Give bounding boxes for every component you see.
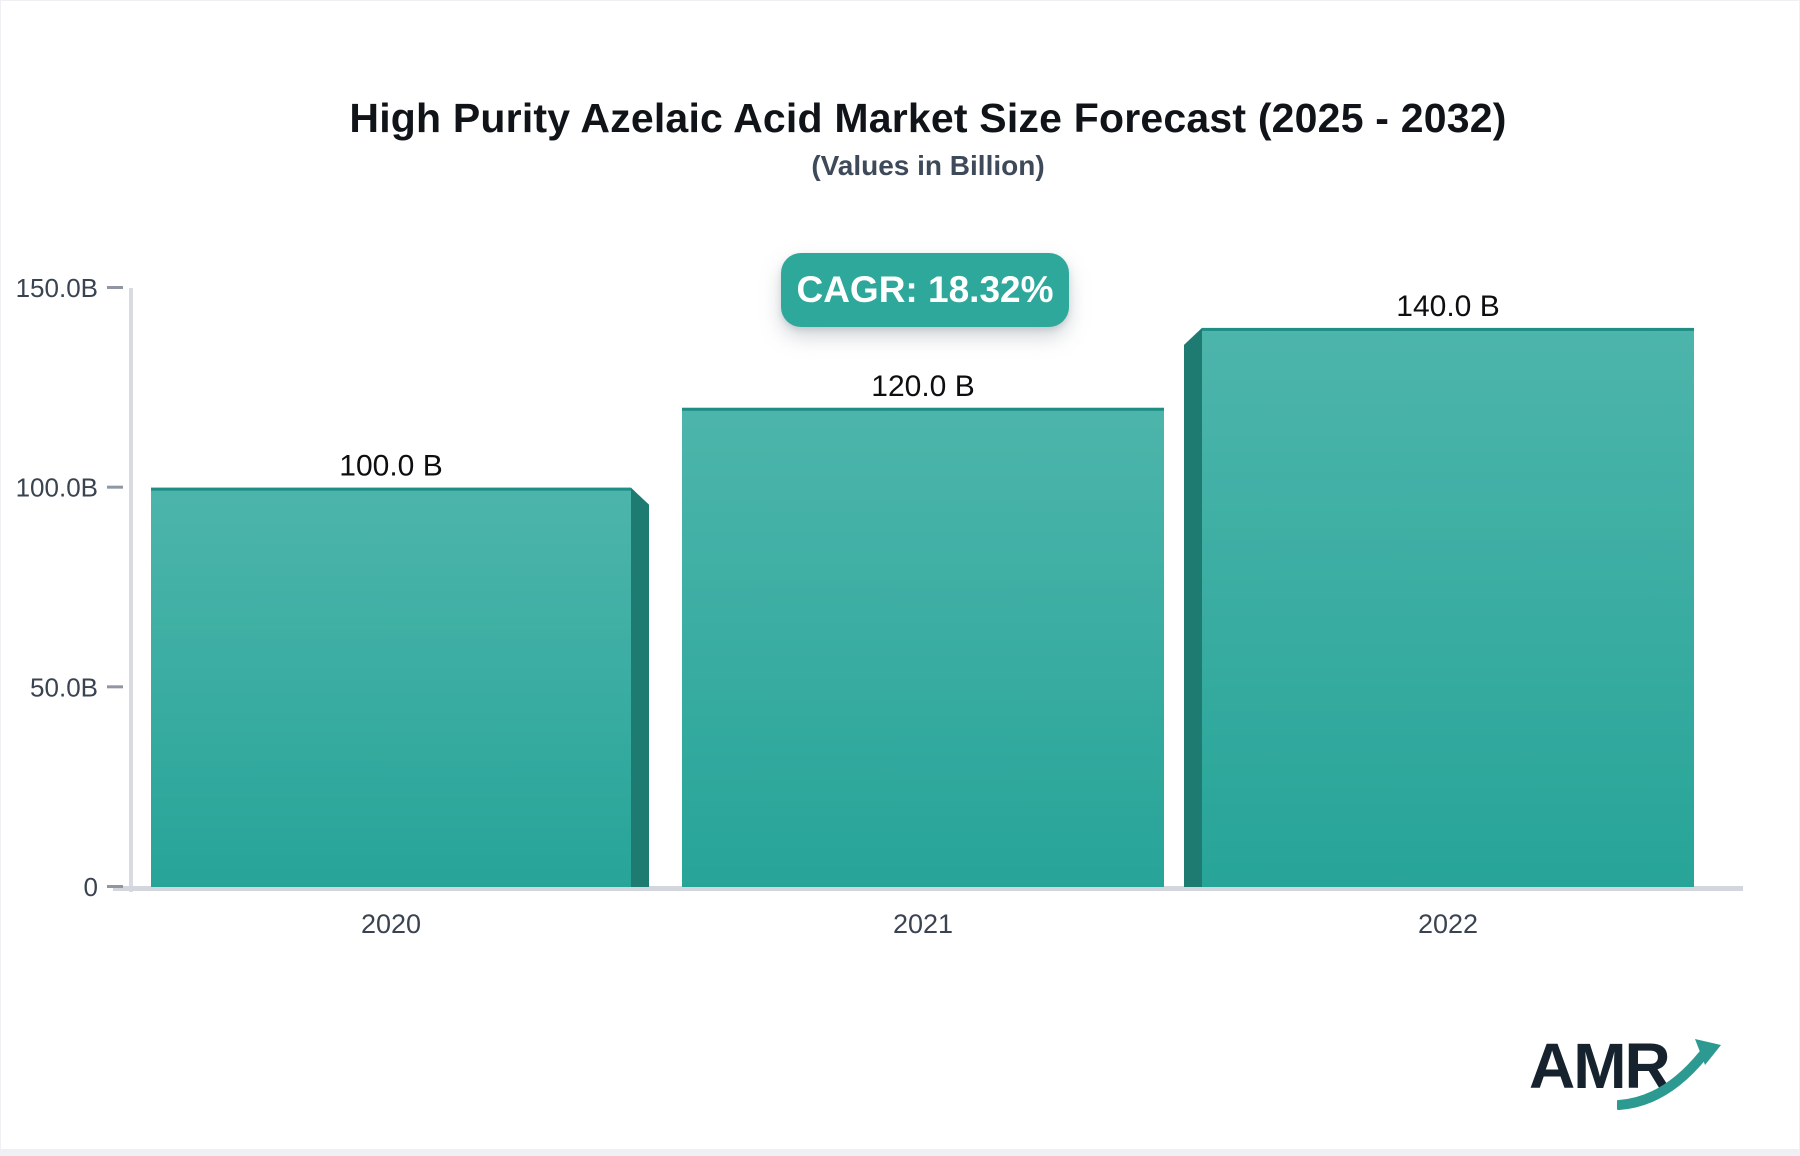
- x-tick-label-2021: 2021: [893, 909, 953, 939]
- bar-2021: [682, 407, 1164, 887]
- bar-side-bevel: [631, 487, 649, 887]
- bar-value-label: 120.0 B: [871, 370, 974, 403]
- amr-logo-text: AMR: [1529, 1030, 1671, 1102]
- y-tick-dash: [107, 286, 123, 289]
- bar-top-edge: [682, 407, 1164, 411]
- x-tick-label-2020: 2020: [361, 909, 421, 939]
- bar-top-edge: [1202, 327, 1694, 331]
- y-tick-dash: [107, 685, 123, 689]
- amr-logo: AMR: [1529, 1029, 1729, 1115]
- bar-top-edge: [151, 487, 631, 491]
- y-tick-dash: [107, 885, 123, 888]
- y-axis-line: [129, 288, 133, 892]
- y-tick-label: 150.0B: [16, 273, 98, 303]
- chart-subtitle: (Values in Billion): [811, 150, 1045, 181]
- y-tick-label: 50.0B: [30, 672, 98, 702]
- cagr-badge: CAGR: 18.32%: [781, 253, 1069, 327]
- y-tick-dash: [107, 485, 123, 489]
- y-tick-label: 100.0B: [16, 473, 98, 503]
- bar-2022: [1202, 327, 1694, 887]
- x-axis-line: [113, 886, 1743, 891]
- y-tick-label: 0: [84, 872, 98, 902]
- bar-2020: [151, 487, 631, 887]
- trend-up-arrow-icon: [1617, 1039, 1721, 1110]
- x-tick-label-2022: 2022: [1418, 909, 1478, 939]
- chart-title: High Purity Azelaic Acid Market Size For…: [349, 95, 1507, 141]
- bar-value-label: 100.0 B: [339, 450, 442, 483]
- bar-side-bevel: [1184, 327, 1202, 887]
- bar-value-label: 140.0 B: [1396, 290, 1499, 323]
- bottom-edge-strip: [1, 1149, 1799, 1155]
